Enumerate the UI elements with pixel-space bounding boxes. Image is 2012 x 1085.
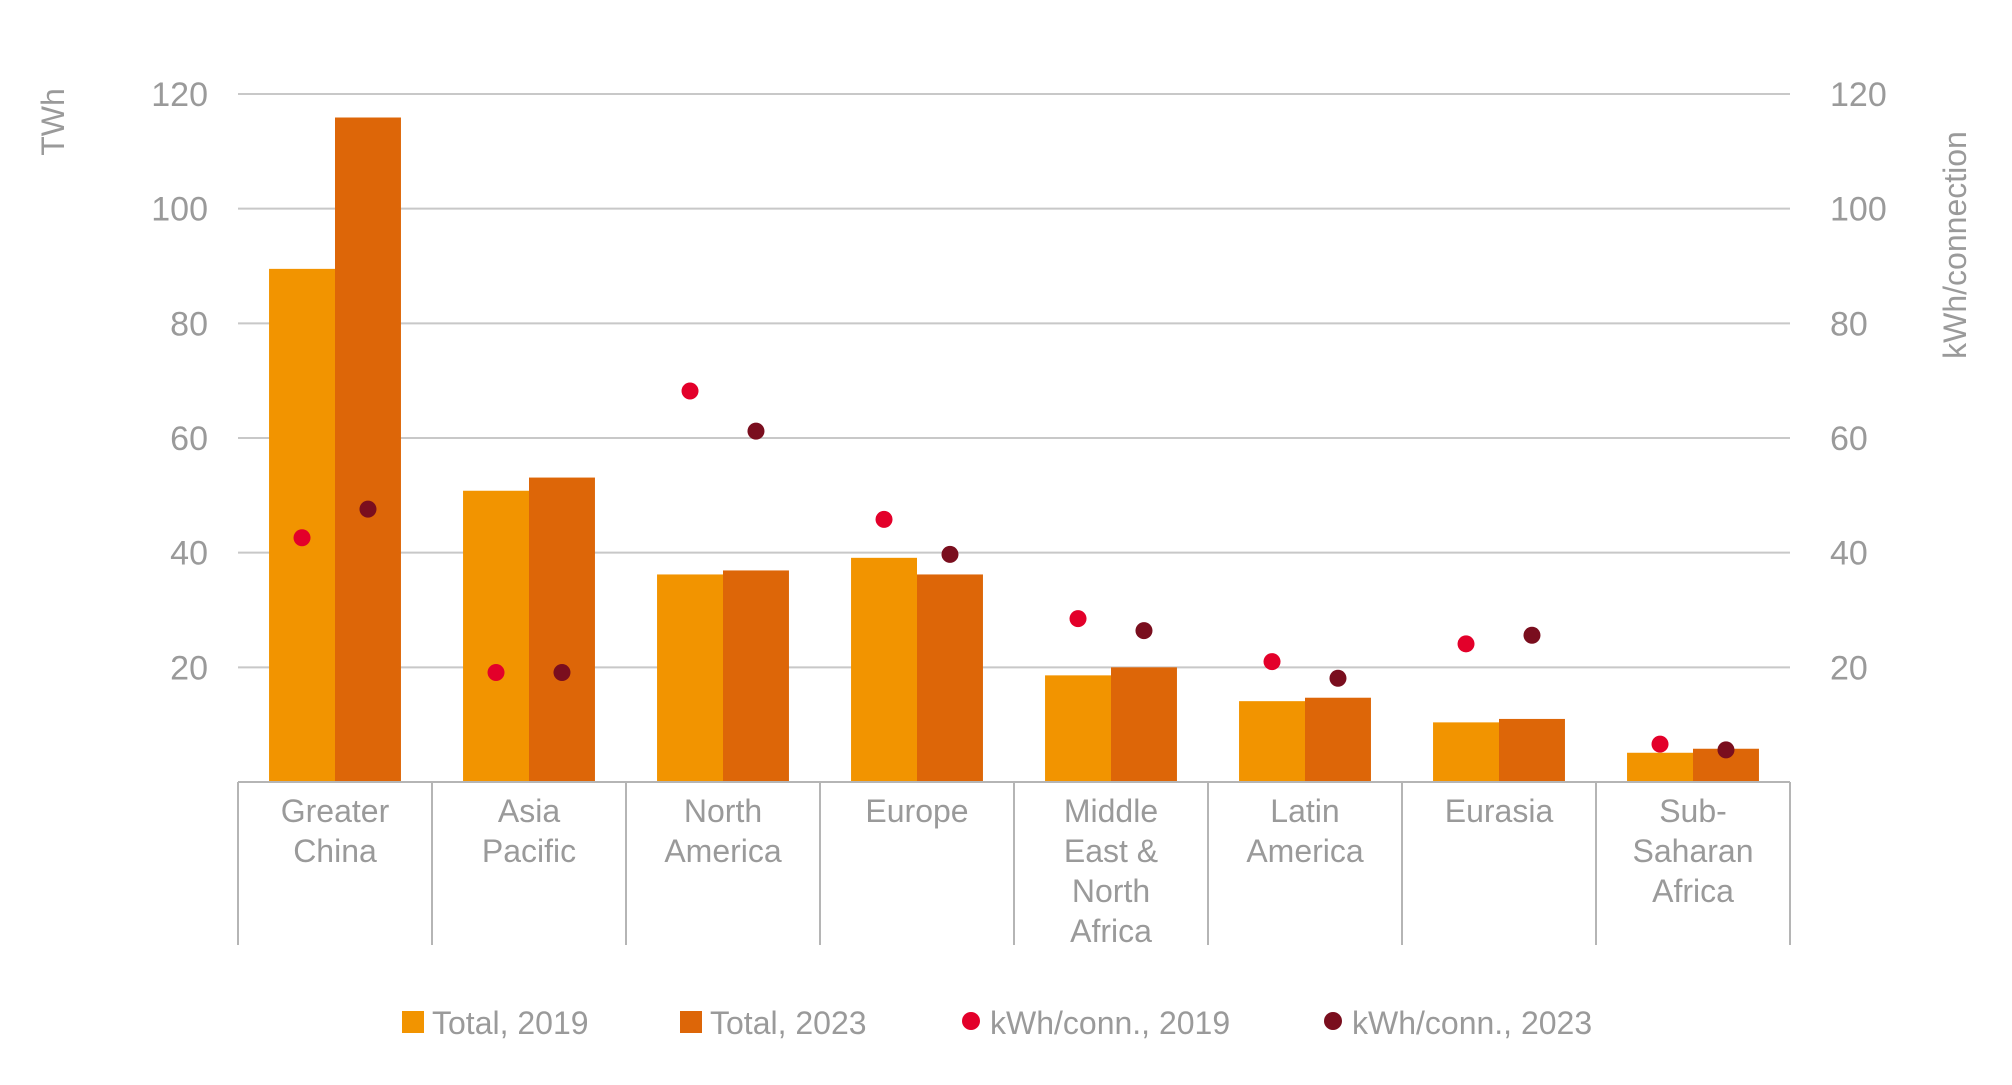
right-tick-label: 60	[1830, 420, 1868, 458]
point-2023	[1717, 741, 1735, 759]
category-label: Sub-Saharan Africa	[1633, 793, 1754, 909]
left-tick-label: 100	[151, 191, 208, 229]
bar-2019	[463, 490, 529, 782]
legend-marker	[962, 1012, 980, 1030]
legend-label: Total, 2019	[432, 1005, 589, 1041]
bar-2019	[851, 557, 917, 782]
category-label: North America	[664, 793, 782, 869]
left-tick-label: 20	[170, 649, 208, 687]
axes	[237, 781, 1791, 945]
point-2023	[359, 500, 377, 518]
category-label: Asia Pacific	[482, 793, 576, 869]
left-tick-label: 40	[170, 535, 208, 573]
left-tick-label: 80	[170, 305, 208, 343]
bar-2019	[269, 268, 335, 782]
legend-marker	[1324, 1012, 1342, 1030]
point-2023	[747, 422, 765, 440]
bars	[269, 117, 1759, 783]
bar-2023	[1305, 697, 1371, 782]
bar-2019	[1433, 722, 1499, 782]
point-2019	[1069, 610, 1087, 628]
point-2019	[1651, 735, 1669, 753]
category-labels: Greater China Asia Pacific North America Europ…	[281, 793, 1754, 949]
right-tick-label: 20	[1830, 649, 1868, 687]
legend-label: kWh/conn., 2023	[1352, 1005, 1592, 1041]
tick-labels: 20 20 40 40 60 60 80 80 100 100 120 120	[151, 76, 1886, 687]
left-axis-title: TWh	[35, 88, 71, 156]
point-2023	[1135, 622, 1153, 640]
legend: Total, 2019 Total, 2023 kWh/conn., 2019 kWh…	[402, 1005, 1592, 1041]
category-label: Eurasia	[1445, 793, 1554, 829]
point-2023	[553, 663, 571, 681]
left-tick-label: 60	[170, 420, 208, 458]
left-tick-label: 120	[151, 76, 208, 114]
point-2023	[1329, 669, 1347, 687]
legend-swatch	[680, 1011, 702, 1033]
right-axis-title: kWh/connection	[1937, 131, 1973, 359]
bar-2023	[723, 570, 789, 782]
legend-swatch	[402, 1011, 424, 1033]
bar-2023	[1111, 667, 1177, 782]
legend-label: Total, 2023	[710, 1005, 867, 1041]
bar-2023	[1499, 718, 1565, 782]
right-tick-label: 80	[1830, 305, 1868, 343]
point-2023	[941, 545, 959, 563]
category-label: Latin America	[1246, 793, 1364, 869]
point-2019	[681, 382, 699, 400]
point-2019	[1263, 653, 1281, 671]
bar-2023	[529, 477, 595, 782]
right-tick-label: 120	[1830, 76, 1887, 114]
bar-2019	[1045, 675, 1111, 782]
point-2019	[1457, 635, 1475, 653]
legend-label: kWh/conn., 2019	[990, 1005, 1230, 1041]
category-label: Greater China	[281, 793, 390, 869]
bar-2023	[335, 117, 401, 783]
category-label: Europe	[865, 793, 968, 829]
right-tick-label: 40	[1830, 535, 1868, 573]
point-2019	[875, 510, 893, 528]
point-2019	[293, 529, 311, 547]
bar-2019	[1239, 701, 1305, 782]
bar-2023	[917, 574, 983, 782]
point-2019	[487, 663, 505, 681]
bar-2019	[1627, 752, 1693, 782]
category-label: Middle East & North Africa	[1064, 793, 1158, 949]
right-tick-label: 100	[1830, 191, 1887, 229]
bar-2019	[657, 574, 723, 782]
points	[293, 382, 1735, 759]
point-2023	[1523, 626, 1541, 644]
